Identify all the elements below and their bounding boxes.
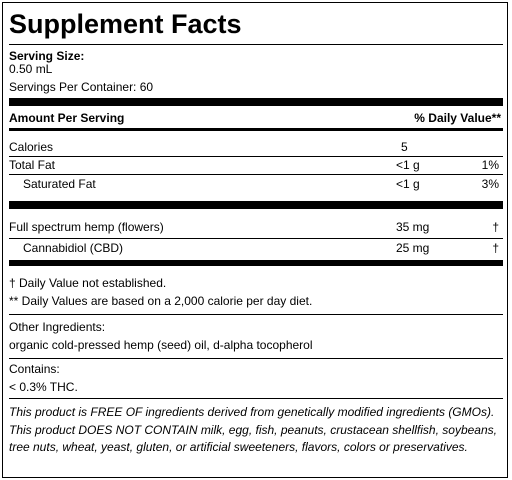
note: ** Daily Values are based on a 2,000 cal… (9, 294, 313, 308)
rule (9, 174, 503, 175)
row-name: Calories (9, 140, 54, 154)
header-dv: % Daily Value** (414, 111, 501, 125)
blend-name: Cannabidiol (CBD) (23, 241, 124, 255)
header-amount: Amount Per Serving (9, 111, 125, 125)
servings-per-container: Servings Per Container: 60 (9, 80, 154, 94)
serving-size: 0.50 mL (9, 62, 53, 76)
row-name: Total Fat (9, 158, 56, 172)
row-name: Saturated Fat (23, 177, 96, 191)
rule (9, 201, 503, 209)
row-amount: 5 (401, 140, 408, 154)
disclaimer: This product is FREE OF ingredients deri… (9, 405, 497, 454)
contains-label: Contains: (9, 362, 60, 376)
rule (9, 260, 503, 266)
contains-text: < 0.3% THC. (9, 380, 78, 394)
rule (9, 314, 503, 315)
blend-dv: † (492, 220, 499, 234)
title: Supplement Facts (9, 9, 242, 39)
rule (9, 398, 503, 399)
ingredients-text: organic cold-pressed hemp (seed) oil, d-… (9, 338, 313, 352)
rule (9, 156, 503, 157)
row-dv: 3% (481, 177, 499, 191)
blend-amount: 35 mg (396, 220, 430, 234)
blend-dv: † (492, 241, 499, 255)
row-amount: <1 g (396, 158, 420, 172)
serving-size-label: Serving Size: (9, 49, 85, 63)
rule (9, 238, 503, 239)
note: † Daily Value not established. (9, 276, 167, 290)
row-dv: 1% (481, 158, 499, 172)
rule (9, 128, 503, 131)
blend-amount: 25 mg (396, 241, 430, 255)
rule (9, 358, 503, 359)
ingredients-label: Other Ingredients: (9, 320, 106, 334)
blend-name: Full spectrum hemp (flowers) (9, 220, 164, 234)
row-amount: <1 g (396, 177, 420, 191)
rule (9, 98, 503, 106)
rule (9, 44, 503, 45)
